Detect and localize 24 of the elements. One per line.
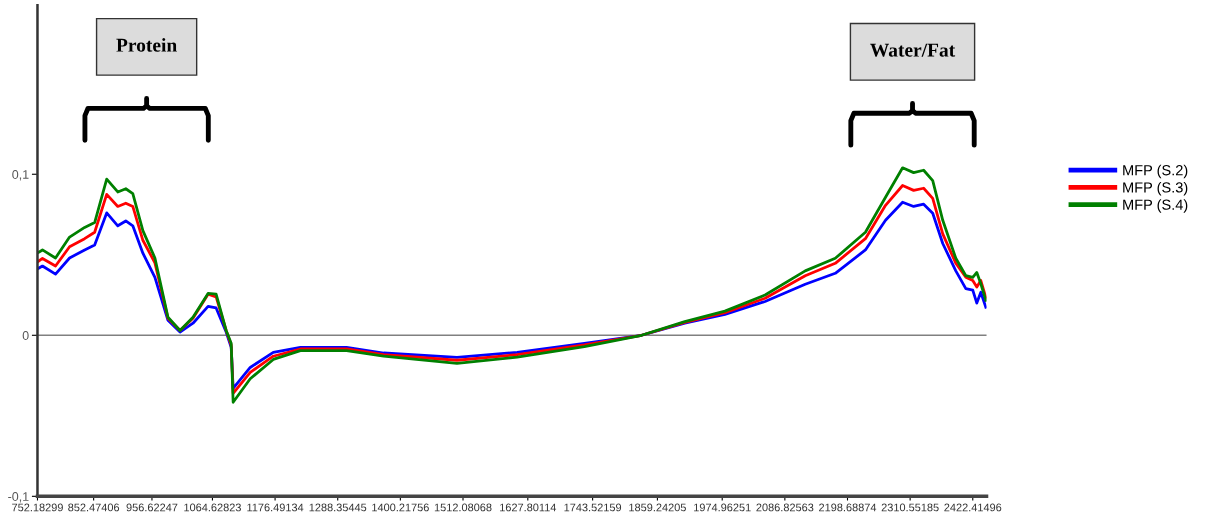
annotation: Protein	[116, 38, 177, 52]
x-tick-label: 1627.80114	[500, 503, 557, 512]
y-tick-label: 0	[22, 331, 29, 340]
x-tick-label: 1400.21756	[372, 503, 429, 512]
legend-label: MFP (S.4)	[1123, 199, 1188, 213]
x-tick-label: 2310.55185	[881, 503, 939, 512]
y-tick-label: 0,1	[12, 170, 29, 181]
x-tick-label: 2198.68874	[819, 503, 877, 512]
x-tick-label: 1743.52159	[564, 503, 622, 512]
x-tick-label: 1859.24205	[629, 503, 686, 512]
x-tick-label: 1512.08068	[434, 503, 492, 512]
x-tick-label: 1288.35445	[309, 503, 367, 512]
x-tick-label: 1064.62823	[184, 503, 241, 512]
annotation: Water/Fat	[870, 43, 956, 57]
x-tick-label: 2422.41496	[944, 503, 1002, 512]
x-tick-label: 2086.82563	[756, 503, 814, 512]
legend-label: MFP (S.2)	[1123, 164, 1188, 179]
x-tick-label: 1974.96251	[694, 503, 751, 512]
legend-label: MFP (S.3)	[1123, 181, 1188, 196]
y-tick-label: -0,1	[8, 492, 29, 503]
x-tick-label: 1176.49134	[247, 503, 304, 512]
x-tick-label: 956.62247	[126, 503, 178, 512]
x-tick-label: 752.18299	[12, 503, 63, 512]
x-tick-label: 852.47406	[68, 503, 120, 512]
